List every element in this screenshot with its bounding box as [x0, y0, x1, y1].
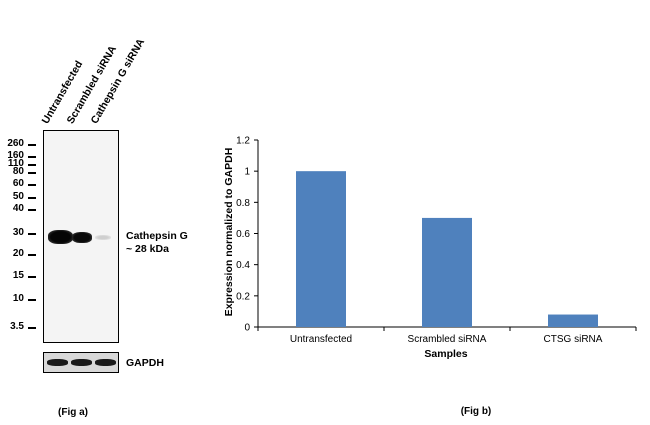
bar-1	[422, 217, 472, 327]
x-tick-label-1: Scrambled siRNA	[408, 334, 487, 345]
fig-b-label: (Fig b)	[461, 406, 492, 417]
gapdh-band-1	[47, 359, 68, 366]
band-lane-3	[95, 235, 111, 240]
bar-2	[548, 314, 598, 327]
mw-tick-30	[28, 233, 36, 235]
mw-tick-160	[28, 156, 36, 158]
x-tick-label-2: CTSG siRNA	[544, 334, 603, 345]
mw-tick-10	[28, 299, 36, 301]
y-tick-label-0.2: 0.2	[236, 291, 250, 302]
x-tick-label-0: Untransfected	[290, 334, 352, 345]
mw-tick-60	[28, 184, 36, 186]
gapdh-membrane	[43, 352, 119, 373]
mw-tick-15	[28, 276, 36, 278]
mw-marker-50: 50	[12, 191, 24, 202]
mw-marker-80: 80	[12, 166, 24, 177]
y-tick-label-0: 0	[244, 323, 250, 334]
mw-tick-260	[28, 144, 36, 146]
gapdh-band-3	[95, 359, 116, 366]
mw-marker-30: 30	[12, 227, 24, 238]
mw-tick-80	[28, 172, 36, 174]
gapdh-band-2	[71, 359, 92, 366]
y-axis-label: Expression normalized to GAPDH	[223, 148, 235, 317]
band-lane-2	[72, 232, 92, 243]
mw-marker-60: 60	[12, 178, 24, 189]
mw-marker-3.5: 3.5	[10, 321, 24, 332]
bar-0	[296, 171, 346, 327]
y-tick-label-0.4: 0.4	[236, 260, 250, 271]
y-tick-label-1.2: 1.2	[236, 136, 250, 147]
mw-marker-20: 20	[12, 248, 24, 259]
mw-marker-40: 40	[12, 203, 24, 214]
mw-marker-110: 110	[7, 158, 24, 169]
mw-tick-40	[28, 209, 36, 211]
y-tick-label-0.8: 0.8	[236, 198, 250, 209]
mw-marker-260: 260	[7, 138, 24, 149]
mw-tick-50	[28, 197, 36, 199]
mw-tick-110	[28, 164, 36, 166]
mw-marker-10: 10	[12, 293, 24, 304]
y-tick-label-0.6: 0.6	[236, 229, 250, 240]
x-tick-labels: Untransfected Scrambled siRNA CTSG siRNA	[290, 334, 603, 345]
mw-marker-15: 15	[12, 270, 24, 281]
mw-tick-3.5	[28, 327, 36, 329]
gapdh-label: GAPDH	[126, 357, 164, 369]
band-label-size: ~ 28 kDa	[126, 243, 169, 255]
blot-membrane	[43, 130, 119, 343]
y-tick-labels: 0 0.2 0.4 0.6 0.8 1 1.2	[236, 136, 250, 334]
band-lane-1	[48, 230, 73, 244]
y-tick-label-1: 1	[244, 167, 250, 178]
chart-bars	[296, 171, 598, 327]
band-annotation: Cathepsin G ~ 28 kDa	[126, 230, 188, 256]
mw-marker-160: 160	[7, 150, 24, 161]
fig-a-label: (Fig a)	[58, 407, 88, 418]
x-axis-label: Samples	[424, 348, 467, 360]
band-label-protein: Cathepsin G	[126, 230, 188, 242]
mw-tick-20	[28, 254, 36, 256]
